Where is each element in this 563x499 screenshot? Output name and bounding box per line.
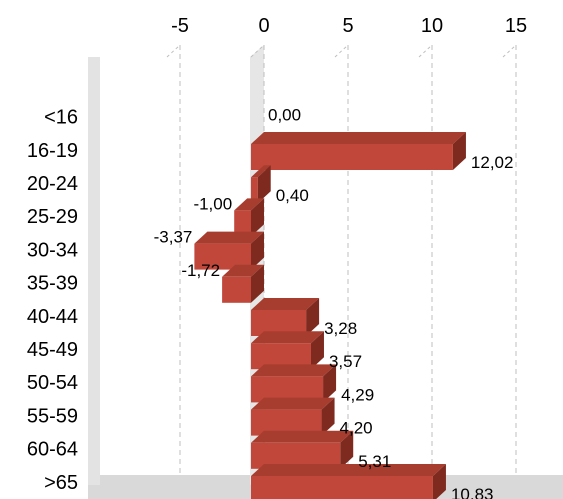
- bar-side-face: [251, 198, 264, 237]
- data-label: 0,00: [268, 106, 301, 125]
- gridline-depth: [418, 44, 433, 58]
- gridline-depth: [334, 44, 349, 58]
- x-tick-label: -5: [171, 15, 189, 37]
- data-label: 3,28: [324, 319, 357, 338]
- bar-front-face: [251, 177, 258, 204]
- data-label: 5,31: [358, 452, 391, 471]
- bar-side-face: [257, 165, 271, 204]
- bar-top-face: [251, 464, 446, 476]
- bar-top-face: [194, 231, 264, 244]
- chart-side-wall: [88, 57, 100, 485]
- category-label: 45-49: [27, 339, 78, 361]
- bar: [251, 331, 324, 370]
- bar: [234, 198, 264, 237]
- category-label: 50-54: [27, 372, 78, 394]
- x-tick-label: 5: [342, 15, 353, 37]
- bar: [251, 397, 335, 436]
- category-label: 60-64: [27, 439, 78, 461]
- bar-side-face: [323, 364, 337, 403]
- bar: [251, 298, 320, 336]
- bar-top-face: [222, 264, 264, 277]
- category-label: 25-29: [27, 206, 78, 228]
- x-axis-ticks: -5 0 5 10 15: [171, 15, 527, 37]
- data-label: 12,02: [471, 153, 514, 172]
- category-label: 16-19: [27, 140, 78, 162]
- category-label: 35-39: [27, 273, 78, 295]
- category-label: 30-34: [27, 239, 78, 261]
- data-labels: 0,00 12,02 0,40 -1,00-3,37 -1,72 3,28 3,57 4,29…: [154, 106, 514, 499]
- data-label: 3,57: [329, 352, 362, 371]
- bar-side-face: [452, 132, 466, 170]
- data-label: -3,37: [154, 228, 193, 247]
- category-label: 55-59: [27, 405, 78, 427]
- category-label: >65: [44, 472, 78, 494]
- bar-side-face: [432, 464, 446, 499]
- bar-front-face: [251, 476, 433, 499]
- bar: [222, 264, 264, 303]
- bar-side-face: [306, 298, 320, 336]
- data-label: 10,83: [451, 485, 494, 499]
- data-label: 0,40: [276, 186, 309, 205]
- category-labels: <16 16-19 20-24 25-29 30-34 35-39 40-44 45-49 50…: [27, 107, 78, 494]
- x-tick-label: 10: [421, 15, 443, 37]
- gridline-depth: [250, 44, 265, 58]
- x-tick-label: 15: [505, 15, 527, 37]
- gridlines: [166, 44, 517, 475]
- bar-top-face: [251, 298, 320, 310]
- bar-front-face: [222, 276, 251, 303]
- bar: [251, 430, 354, 469]
- bar-front-face: [251, 144, 453, 170]
- category-label: 40-44: [27, 306, 78, 328]
- bar-top-face: [251, 430, 354, 443]
- bars: [194, 132, 466, 499]
- bar-side-face: [251, 264, 264, 303]
- bar-side-face: [251, 231, 264, 270]
- data-label: -1,00: [193, 194, 232, 213]
- bar-top-face: [251, 132, 466, 144]
- bar-top-face: [251, 364, 337, 377]
- bar-top-face: [251, 397, 335, 410]
- data-label: 4,29: [341, 385, 374, 404]
- bar-top-face: [234, 198, 264, 211]
- bar-top-face: [251, 331, 324, 344]
- gridline-depth: [166, 44, 181, 58]
- bar: [251, 132, 466, 170]
- bar: [251, 364, 337, 403]
- data-label: -1,72: [181, 261, 220, 280]
- category-label: <16: [44, 107, 78, 129]
- category-label: 20-24: [27, 173, 78, 195]
- gridline-depth: [502, 44, 517, 58]
- bar-front-face: [234, 210, 251, 237]
- bar: [251, 464, 446, 499]
- bar-top-face: [251, 165, 271, 178]
- bar-side-face: [340, 430, 354, 469]
- data-label: 4,20: [340, 419, 373, 438]
- x-tick-label: 0: [258, 15, 269, 37]
- bar-side-face: [321, 397, 335, 436]
- bar-side-face: [310, 331, 324, 370]
- bar: [251, 165, 271, 204]
